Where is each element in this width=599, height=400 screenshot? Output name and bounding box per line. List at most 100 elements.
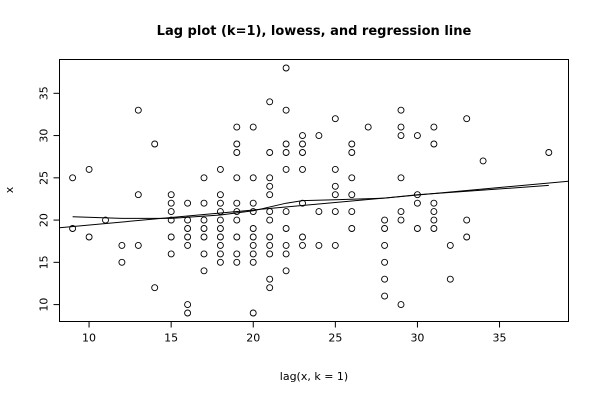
data-point [430,225,438,232]
data-point [463,216,471,224]
data-point [381,292,389,300]
data-point [413,225,421,232]
data-point [266,149,274,156]
data-point [266,208,274,216]
data-point [167,199,175,207]
x-tick-label: 20 [246,332,260,345]
x-tick-label: 10 [82,332,96,345]
data-point [200,250,208,258]
data-point [266,182,274,190]
data-point [282,225,290,232]
y-axis-label: x [3,186,16,193]
data-point [299,132,306,140]
data-point [233,216,241,224]
data-point [282,165,290,173]
data-point [331,165,339,173]
data-point [348,191,356,199]
data-point [184,199,192,207]
data-point [331,191,339,199]
data-point [282,241,290,249]
data-point [315,132,323,140]
y-tick-label: 20 [38,213,51,227]
data-point [249,233,257,241]
data-point [118,241,126,249]
data-point [167,191,175,199]
data-point [69,174,77,182]
data-point [282,149,290,156]
data-point [216,191,224,199]
data-point [397,123,405,131]
data-point [167,208,175,216]
data-point [315,208,323,216]
y-axis: 10 15 20 25 30 35 [38,86,60,312]
data-point [446,241,454,249]
data-point [430,199,438,207]
data-point [413,191,421,199]
y-tick-label: 30 [38,129,51,143]
data-points [69,64,553,317]
x-tick-label: 25 [328,332,342,345]
data-point [134,106,142,114]
data-point [200,225,208,232]
data-point [102,216,109,224]
data-point [216,250,224,258]
data-point [184,233,192,241]
data-point [463,233,471,241]
data-point [216,199,224,207]
data-point [348,149,356,156]
plot-frame [59,59,569,322]
regression-line [59,180,569,229]
data-point [249,208,257,216]
data-point [233,208,241,216]
x-tick-label: 35 [493,332,507,345]
y-tick-label: 15 [38,255,51,269]
data-point [233,140,241,148]
data-point [364,123,372,131]
data-point [381,216,389,224]
data-point [446,275,454,283]
data-point [249,123,257,131]
data-point [184,301,192,309]
data-point [348,225,356,232]
y-tick-label: 35 [38,86,51,100]
data-point [299,140,306,148]
data-point [216,225,224,232]
data-point [463,115,471,123]
lowess-line [72,184,549,219]
data-point [249,258,257,266]
data-point [216,208,224,216]
data-point [249,174,257,182]
data-point [266,275,274,283]
data-point [200,199,208,207]
data-point [233,258,241,266]
data-point [233,123,241,131]
data-point [397,301,405,309]
data-point [151,140,159,148]
data-point [249,241,257,249]
data-point [348,208,356,216]
data-point [266,174,274,182]
data-point [430,123,438,131]
data-point [266,98,274,106]
data-point [233,199,241,207]
data-point [134,191,142,199]
data-point [233,250,241,258]
data-point [85,165,93,173]
data-point [397,208,405,216]
data-point [381,241,389,249]
data-point [397,132,405,140]
data-point [299,241,306,249]
data-point [249,199,257,207]
data-point [282,208,290,216]
data-point [249,250,257,258]
data-point [348,174,356,182]
data-point [200,267,208,275]
data-point [397,216,405,224]
data-point [331,208,339,216]
data-point [216,258,224,266]
data-point [282,64,290,72]
fit-lines [59,180,569,229]
data-point [266,241,274,249]
data-point [184,241,192,249]
data-point [348,140,356,148]
